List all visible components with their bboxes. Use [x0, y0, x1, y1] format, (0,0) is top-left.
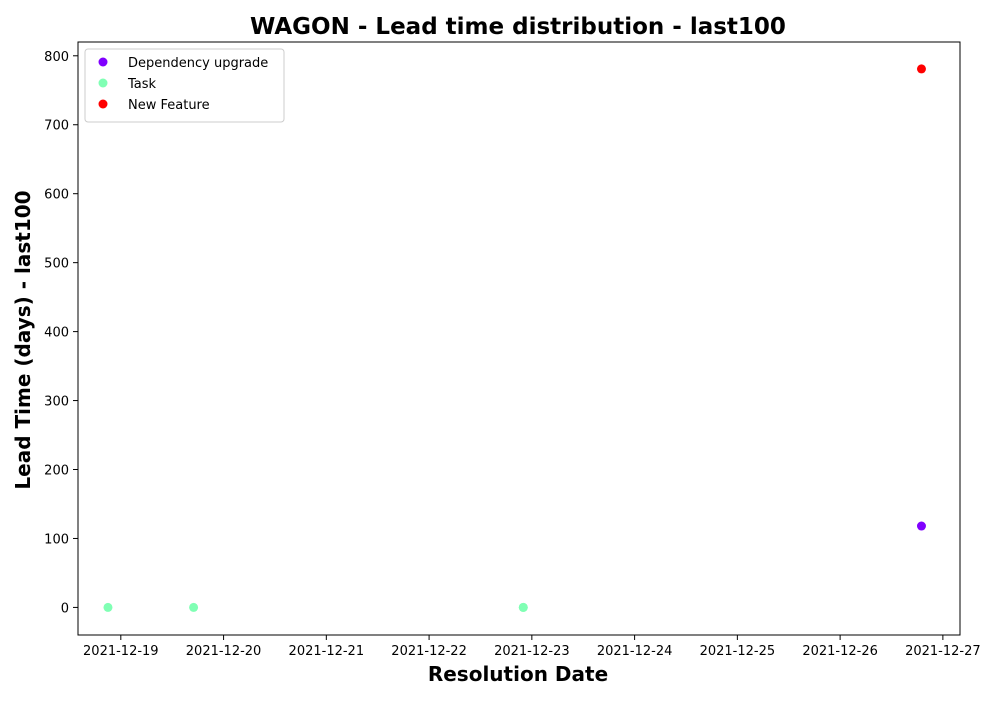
y-tick-label: 700 [44, 119, 69, 134]
x-tick-label: 2021-12-20 [186, 644, 262, 659]
y-axis-label: Lead Time (days) - last100 [11, 190, 35, 489]
data-points [103, 64, 926, 612]
x-axis-label: Resolution Date [428, 662, 608, 686]
y-axis: 0 100 200 300 400 500 600 700 800 [44, 50, 78, 616]
y-tick-label: 500 [44, 257, 69, 272]
x-tick-label: 2021-12-19 [83, 644, 159, 659]
legend-label: Task [127, 77, 157, 92]
legend: Dependency upgrade Task New Feature [84, 48, 285, 123]
legend-frame [84, 48, 285, 123]
y-tick-label: 0 [61, 601, 69, 616]
data-point-task [518, 602, 528, 612]
y-tick-label: 200 [44, 464, 69, 479]
plot-area [77, 41, 961, 636]
chart-title: WAGON - Lead time distribution - last100 [250, 14, 786, 40]
y-tick-label: 800 [44, 50, 69, 65]
x-tick-label: 2021-12-24 [597, 644, 673, 659]
data-point-task [189, 602, 199, 612]
legend-label: Dependency upgrade [128, 56, 268, 71]
x-tick-label: 2021-12-23 [494, 644, 570, 659]
data-point-task [103, 602, 113, 612]
y-tick-label: 300 [44, 395, 69, 410]
y-tick-label: 100 [44, 532, 69, 547]
legend-label: New Feature [128, 98, 210, 113]
legend-marker [98, 78, 108, 88]
data-point-dependency-upgrade [916, 521, 926, 531]
x-tick-label: 2021-12-22 [391, 644, 467, 659]
y-tick-label: 600 [44, 188, 69, 203]
x-tick-label: 2021-12-21 [289, 644, 365, 659]
legend-marker [98, 99, 108, 109]
x-tick-label: 2021-12-26 [802, 644, 878, 659]
data-point-new-feature [916, 64, 926, 74]
legend-marker [98, 57, 108, 67]
x-tick-label: 2021-12-27 [905, 644, 981, 659]
x-axis: 2021-12-19 2021-12-20 2021-12-21 2021-12-22… [83, 635, 981, 659]
y-tick-label: 400 [44, 326, 69, 341]
x-tick-label: 2021-12-25 [700, 644, 776, 659]
